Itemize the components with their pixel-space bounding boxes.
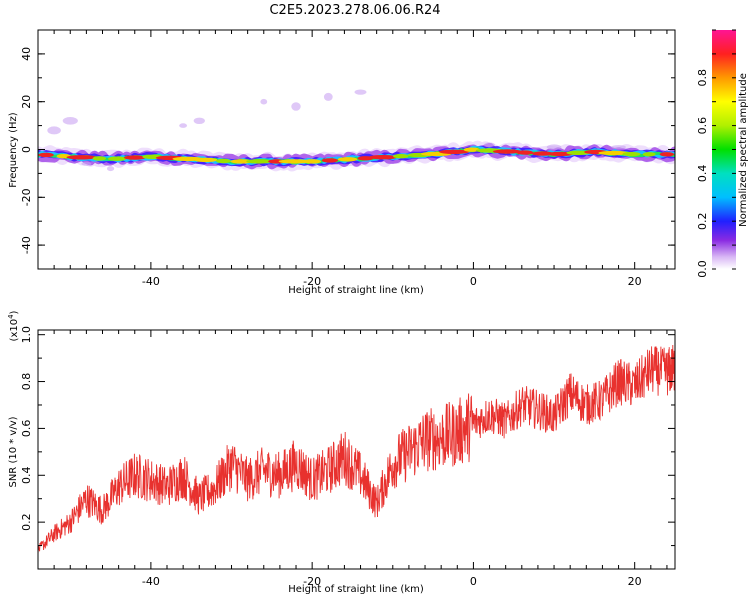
snr-frame — [37, 329, 676, 570]
spectrogram-hotspot — [622, 151, 641, 157]
snr-x-tick-label: -40 — [142, 575, 160, 588]
spectrogram-blob — [260, 98, 268, 105]
spectrogram-hotspot — [463, 147, 480, 152]
colorbar-tick-label: 0.4 — [696, 165, 709, 183]
spectrogram-hotspot — [642, 152, 656, 157]
spectrogram-hotspot — [124, 155, 146, 160]
snr-x-tick-label: -20 — [303, 575, 321, 588]
spectrogram-blob — [81, 161, 92, 166]
colorbar-title: Normalized spectral amplitude — [738, 73, 749, 227]
spectrogram-hotspot — [66, 155, 97, 160]
spectrogram-hotspot — [278, 159, 311, 164]
spectrogram-y-axis-title: Frequency (Hz) — [8, 112, 19, 188]
spectrogram-y-tick-label: 20 — [20, 95, 33, 109]
spectrogram-hotspot — [566, 150, 591, 155]
spectrogram-x-tick-label: -40 — [142, 275, 160, 288]
snr-ticks: -40 -20 0 20 0.2 0.4 0.6 0.8 1.0 — [20, 326, 675, 588]
spectrogram-blob — [179, 123, 188, 128]
colorbar-tick-label: 0.2 — [696, 212, 709, 230]
figure-title: C2E5.2023.278.06.06.R24 — [269, 3, 440, 18]
spectrogram-blob — [62, 117, 78, 125]
colorbar-tick-label: 0.0 — [696, 260, 709, 278]
snr-x-tick-label: 20 — [628, 575, 642, 588]
spectrogram-hotspot — [194, 157, 218, 163]
spectrogram-blob — [291, 102, 301, 111]
snr-y-tick-label: 0.4 — [20, 467, 33, 485]
spectrogram-hotspot — [303, 159, 322, 164]
spectrogram-hotspot — [216, 158, 231, 164]
spectrogram-y-tick-label: -20 — [20, 188, 33, 206]
spectrogram-blob — [484, 142, 495, 147]
spectrogram-hotspot — [532, 151, 554, 156]
snr-y-axis-title: SNR (10 * v/v) — [8, 416, 19, 487]
spectrogram-blob — [611, 145, 626, 150]
spectrogram-hotspot — [438, 149, 470, 154]
snr-x-tick-label: 0 — [470, 575, 477, 588]
snr-panel: -40 -20 0 20 0.2 0.4 0.6 0.8 1.0 Height of strai… — [7, 310, 676, 595]
spectrogram-ticks: -40 -20 0 20 40 20 0 -20 -40 — [20, 29, 675, 288]
spectrogram-hotspot — [337, 157, 358, 162]
snr-multiplier-label: (x104) — [7, 310, 20, 341]
spectrogram-heatmap — [38, 89, 675, 172]
snr-series-line — [38, 344, 675, 555]
snr-x-axis-title: Height of straight line (km) — [288, 584, 424, 595]
colorbar: 0.0 0.2 0.4 0.6 0.8 Normalized spectral ampl… — [696, 29, 749, 278]
spectrogram-hotspot — [492, 149, 522, 154]
spectrogram-hotspot — [321, 158, 338, 163]
spectrogram-hotspot — [516, 150, 534, 155]
spectrogram-blob — [47, 126, 61, 135]
spectrogram-hotspot — [92, 156, 107, 161]
spectrogram-blob — [193, 117, 205, 125]
spectrogram-hotspot — [598, 150, 629, 156]
spectrogram-y-tick-label: -40 — [20, 236, 33, 254]
snr-y-tick-label: 0.2 — [20, 513, 33, 531]
spectrogram-y-tick-label: 40 — [20, 47, 33, 61]
spectrogram-x-tick-label: 0 — [470, 275, 477, 288]
spectrogram-hotspot — [393, 154, 409, 159]
spectrogram-hotspot — [230, 159, 252, 164]
colorbar-tick-label: 0.6 — [696, 117, 709, 135]
spectrogram-x-tick-label: -20 — [303, 275, 321, 288]
colorbar-tick-label: 0.8 — [696, 69, 709, 87]
snr-plot-area — [38, 330, 675, 569]
snr-y-tick-label: 0.6 — [20, 420, 33, 438]
spectrogram-hotspot — [38, 152, 54, 158]
spectrogram-y-tick-label: 0 — [20, 146, 33, 153]
spectrogram-x-axis-title: Height of straight line (km) — [288, 285, 424, 296]
snr-y-tick-label: 1.0 — [20, 326, 33, 344]
spectrogram-hotspot — [368, 155, 398, 160]
spectrogram-hotspot — [659, 152, 675, 157]
spectrogram-blob — [546, 144, 562, 150]
spectrogram-x-tick-label: 20 — [628, 275, 642, 288]
spectrogram-hotspot — [246, 159, 272, 164]
spectrogram-blob — [107, 166, 115, 172]
spectrogram-panel: -40 -20 0 20 40 20 0 -20 -40 Height of straight … — [8, 29, 676, 296]
spectrogram-blob — [323, 92, 333, 101]
spectrogram-hotspot — [108, 156, 126, 161]
spectrogram-frame — [37, 29, 676, 270]
colorbar-ticks: 0.0 0.2 0.4 0.6 0.8 — [696, 29, 736, 278]
snr-y-tick-label: 0.8 — [20, 373, 33, 391]
spectrogram-blob — [354, 89, 367, 95]
